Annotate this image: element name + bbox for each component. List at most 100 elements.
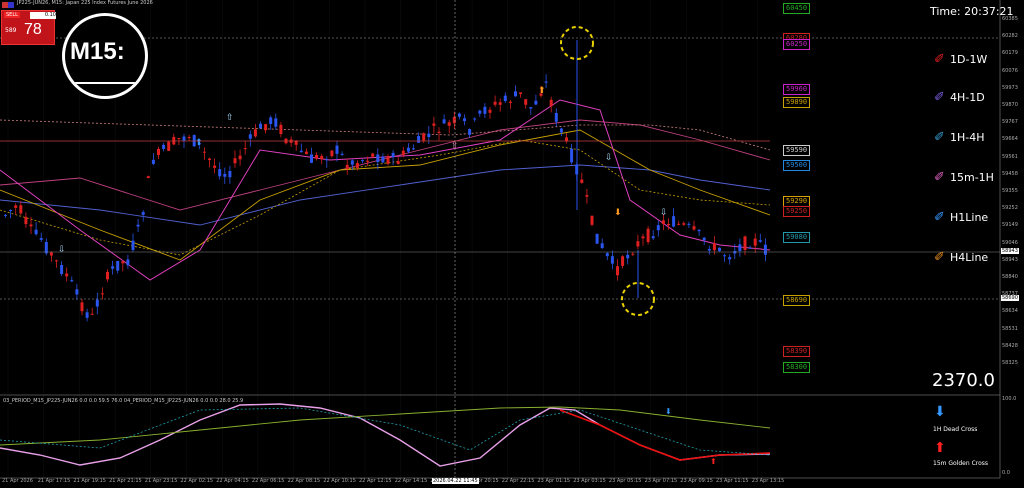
- candle-body: [274, 118, 278, 127]
- arrow-down-icon: ⬇: [934, 404, 946, 420]
- candle-body: [401, 150, 405, 155]
- candle-body: [75, 289, 79, 295]
- candle-body: [264, 124, 268, 131]
- price-axis-label: 59149: [1002, 222, 1018, 229]
- candle-body: [452, 116, 456, 124]
- candle-body: [743, 236, 747, 251]
- signal-arrow-icon: ⇧: [226, 113, 234, 123]
- candle-body: [667, 223, 670, 226]
- sell-button[interactable]: SELL: [4, 12, 20, 18]
- price-axis-label: 60179: [1002, 50, 1018, 57]
- candle-body: [539, 93, 543, 96]
- candle-body: [167, 141, 171, 151]
- time-axis-label: 22 Apr 22:15: [501, 478, 535, 484]
- pin-icon: ✐: [934, 170, 945, 185]
- arrow-up-icon: ⬆: [934, 440, 946, 456]
- low-marker-circle: [621, 282, 655, 316]
- pin-icon: ✐: [934, 130, 945, 145]
- candle-body: [498, 102, 502, 105]
- time-axis-label: 21 Apr 21:15: [109, 478, 142, 484]
- dead-cross-label: 1H Dead Cross: [933, 426, 978, 433]
- time-axis-label: 23 Apr 09:15: [680, 478, 713, 484]
- time-axis-label: 21 Apr 19:15: [73, 478, 106, 484]
- candle-body: [213, 165, 217, 168]
- magnifier-underline: [65, 82, 145, 84]
- candle-body: [559, 128, 563, 133]
- price-axis-label: 59458: [1002, 170, 1018, 177]
- candle-body: [656, 225, 660, 231]
- candle-body: [345, 164, 349, 170]
- candle-body: [641, 236, 645, 239]
- time-axis-label: 22 Apr 10:15: [323, 478, 356, 484]
- signal-arrow-icon: ⇩: [58, 245, 66, 255]
- candle-body: [646, 228, 650, 243]
- candle-body: [595, 233, 599, 244]
- indicator-lines: ⬇⬆: [0, 403, 771, 467]
- candle-body: [524, 99, 528, 105]
- time-axis-label: 23 Apr 03:15: [573, 478, 606, 484]
- candle-body: [70, 280, 74, 282]
- candle-body: [381, 156, 385, 163]
- candle-body: [49, 252, 53, 256]
- candle-body: [253, 129, 257, 137]
- price-axis-label: 58531: [1002, 325, 1018, 332]
- candle-body: [34, 229, 38, 235]
- indicator-line: [559, 409, 771, 461]
- price-axis-label: 59046: [1002, 239, 1018, 246]
- price-tag-59960: 59960: [783, 84, 811, 95]
- legend-item-15m-1h: ✐ 15m-1H: [932, 168, 1002, 190]
- pin-icon: ✐: [934, 210, 945, 225]
- time-axis-label: 22 Apr 02:15: [180, 478, 214, 484]
- legend-item-1d-1w: ✐ 1D-1W: [932, 50, 1002, 72]
- one-click-trading-panel[interactable]: SELL 0.10 589 78: [1, 10, 56, 45]
- candle-body: [233, 158, 237, 164]
- candle-body: [9, 210, 13, 212]
- candle-body: [90, 313, 94, 315]
- candle-body: [565, 137, 568, 142]
- price-tag-60450: 60450: [783, 3, 811, 14]
- candle-body: [549, 99, 553, 107]
- candle-body: [177, 138, 181, 140]
- candle-body: [687, 223, 691, 225]
- candle-body: [243, 148, 247, 150]
- candle-body: [187, 137, 191, 139]
- indicator-title: 03_PERIOD_M15_JP225-JUN26 0.0 0.0 59.5 7…: [3, 398, 244, 404]
- candle-body: [330, 150, 334, 157]
- candle-body: [202, 151, 206, 153]
- legend-label: 1H-4H: [950, 131, 985, 144]
- price-tag-59890: 59890: [783, 97, 811, 108]
- candle-body: [80, 302, 84, 312]
- candle-body: [738, 244, 742, 252]
- ma-line: [0, 99, 771, 281]
- candle-body: [626, 254, 630, 259]
- price-axis-label: 58840: [1002, 274, 1018, 280]
- candle-body: [85, 312, 89, 318]
- candle-body: [473, 118, 477, 120]
- candle-body: [610, 256, 614, 264]
- price-tag-58300: 58300: [783, 362, 811, 373]
- candle-body: [417, 135, 421, 143]
- legend-item-h4line: ✐ H4Line: [932, 248, 1002, 270]
- price-tag-60250: 60250: [783, 39, 811, 50]
- candle-body: [151, 159, 155, 164]
- candle-body: [692, 226, 696, 230]
- lot-input[interactable]: 0.10: [30, 12, 56, 19]
- candle-body: [514, 91, 517, 97]
- candle-body: [279, 124, 283, 135]
- candle-body: [315, 154, 319, 159]
- crosshair-time-box: 2026.04.22 11:45: [432, 478, 479, 484]
- price-axis-label: 60076: [1002, 67, 1018, 74]
- candle-body: [702, 237, 706, 241]
- candle-body: [335, 145, 339, 154]
- candle-body: [361, 160, 364, 162]
- candle-body: [534, 100, 538, 105]
- chart-grid: [7, 0, 758, 478]
- candle-body: [493, 101, 497, 105]
- legend-item-4h-1d: ✐ 4H-1D: [932, 88, 1002, 110]
- legend-item-1h-4h: ✐ 1H-4H: [932, 128, 1002, 150]
- candle-body: [718, 247, 721, 252]
- price-tag-59500: 59500: [783, 160, 811, 171]
- candle-body: [157, 148, 160, 156]
- time-axis-label: 21 Apr 17:15: [37, 478, 71, 484]
